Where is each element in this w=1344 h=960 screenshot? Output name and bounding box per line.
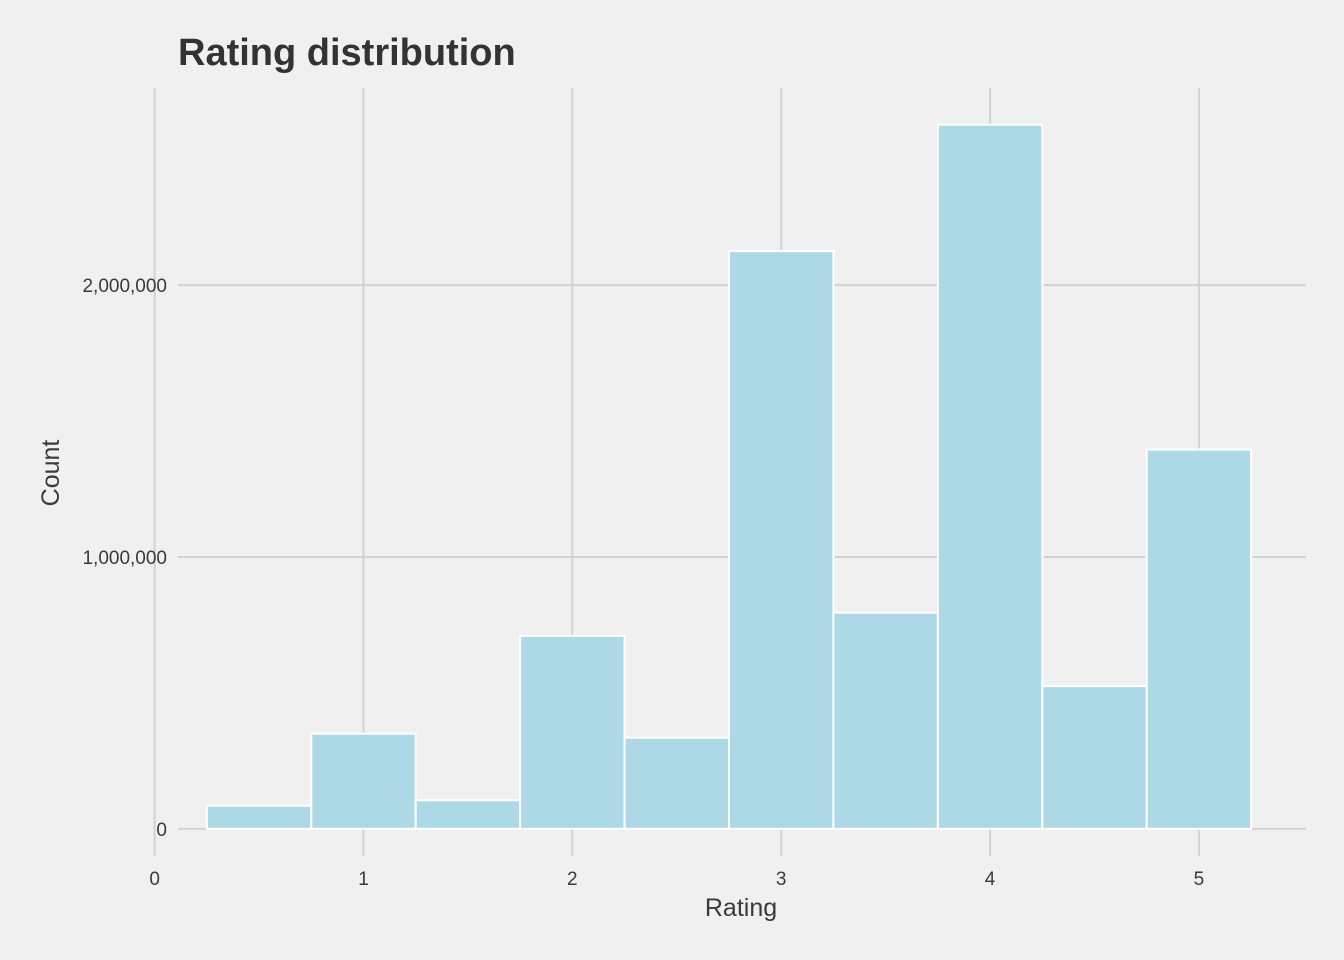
y-axis-title: Count [37, 440, 65, 507]
x-tick-label-1: 1 [358, 869, 369, 890]
x-tick-label-0: 0 [149, 869, 160, 890]
x-tick-label-4: 4 [985, 869, 996, 890]
histogram-bar-2 [414, 799, 522, 830]
x-tick-label-5: 5 [1194, 869, 1205, 890]
chart-title: Rating distribution [178, 32, 516, 74]
histogram-bar-0 [205, 804, 313, 830]
histogram-bar-7 [936, 123, 1044, 830]
y-tick-label-1: 1,000,000 [82, 548, 167, 569]
x-tick-label-3: 3 [776, 869, 787, 890]
tick-layer: 0 1 2 3 4 5 0 1,000,000 2,000,000 [82, 276, 1204, 890]
histogram-bar-6 [832, 611, 939, 830]
x-axis-title: Rating [705, 894, 777, 922]
histogram-bar-3 [519, 634, 626, 830]
histogram-bar-4 [623, 736, 730, 830]
histogram-bar-1 [310, 732, 417, 830]
histogram-bar-5 [728, 250, 835, 830]
histogram-bar-9 [1145, 448, 1253, 830]
y-tick-label-0: 0 [156, 820, 167, 841]
y-tick-label-2: 2,000,000 [82, 276, 167, 297]
bar-layer [205, 123, 1253, 830]
histogram-bar-8 [1041, 685, 1148, 830]
x-tick-label-2: 2 [567, 869, 578, 890]
